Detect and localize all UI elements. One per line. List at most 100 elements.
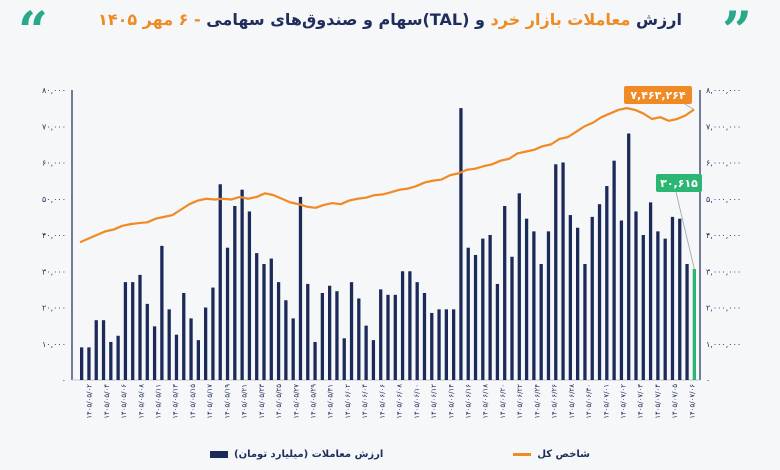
x-tick-label: ۱۴۰۵/۰۵/۱۳ <box>172 384 180 419</box>
bar <box>145 303 149 380</box>
x-tick-label: ۱۴۰۵/۰۵/۰۴ <box>103 384 111 419</box>
x-tick-label: ۱۴۰۵/۰۵/۱۹ <box>223 384 231 419</box>
title-part-4: - ۶ مهر ۱۴۰۵ <box>98 10 207 29</box>
title-part-1: ارزش <box>630 10 682 29</box>
bar <box>532 231 536 380</box>
right-tick-label: ۵,۰۰۰,۰۰۰ <box>706 195 741 204</box>
bar <box>138 274 142 380</box>
index-callout-box <box>624 86 692 104</box>
x-tick-label: ۱۴۰۵/۰۵/۲۱ <box>241 384 249 419</box>
title-part-3: و (TAL)سهام و صندوق‌های سهامی <box>206 10 491 29</box>
bar <box>160 245 164 380</box>
quote-mark-right-icon: ” <box>722 1 752 62</box>
x-tick-label: ۱۴۰۵/۰۵/۱۷ <box>206 384 214 419</box>
bar <box>313 341 317 380</box>
bar <box>605 186 609 380</box>
bar <box>495 283 500 380</box>
x-tick-label: ۱۴۰۵/۰۶/۲۴ <box>533 384 541 419</box>
bar <box>466 247 470 380</box>
bar <box>371 340 376 380</box>
right-tick-label: ۸,۰۰۰,۰۰۰ <box>706 86 741 95</box>
bar <box>444 309 448 380</box>
legend-line: شاخص کل <box>513 449 590 460</box>
bar <box>612 160 616 380</box>
bar <box>459 108 463 380</box>
x-tick-label: ۱۴۰۵/۰۵/۰۶ <box>120 384 128 419</box>
bar-callout-label: ۳۰,۶۱۵ <box>660 177 698 190</box>
left-tick-label: ۷۰,۰۰۰ <box>42 122 66 131</box>
bar <box>634 211 638 380</box>
bar <box>262 264 266 380</box>
bar <box>306 283 310 380</box>
bar <box>546 231 551 380</box>
bar <box>123 282 128 380</box>
x-tick-label: ۱۴۰۵/۰۷/۰۳ <box>637 384 645 419</box>
bar <box>400 271 405 380</box>
x-tick-label: ۱۴۰۵/۰۵/۱۵ <box>189 384 197 419</box>
x-tick-label: ۱۴۰۵/۰۶/۲۸ <box>568 384 576 419</box>
bar <box>328 285 332 380</box>
bar <box>116 335 120 380</box>
right-tick-label: ۱,۰۰۰,۰۰۰ <box>706 340 741 349</box>
legend-line-swatch <box>513 453 532 456</box>
x-tick-label: ۱۴۰۵/۰۶/۰۴ <box>361 384 369 419</box>
bar <box>583 264 587 380</box>
bar <box>379 289 383 380</box>
x-tick-label: ۱۴۰۵/۰۷/۰۲ <box>620 384 628 419</box>
bar <box>204 307 208 380</box>
x-tick-label: ۱۴۰۵/۰۶/۱۸ <box>482 384 490 419</box>
bar <box>386 294 390 380</box>
bar <box>481 238 485 380</box>
bar <box>174 334 179 380</box>
x-tick-label: ۱۴۰۵/۰۷/۰۵ <box>671 384 679 419</box>
x-tick-label: ۱۴۰۵/۰۶/۰۸ <box>396 384 404 419</box>
right-tick-label: ۴,۰۰۰,۰۰۰ <box>706 231 741 240</box>
bar <box>291 318 295 380</box>
left-tick-label: ۵۰,۰۰۰ <box>42 195 66 204</box>
x-tick-label: ۱۴۰۵/۰۷/۰۴ <box>654 384 662 419</box>
bar-callout-line <box>675 191 695 270</box>
quote-mark-left-icon: “ <box>18 1 48 62</box>
bar <box>641 235 645 380</box>
x-tick-label: ۱۴۰۵/۰۵/۱۱ <box>155 384 163 419</box>
bar <box>211 287 215 380</box>
bar <box>342 338 346 380</box>
bar <box>517 193 521 380</box>
left-tick-label: ۸۰,۰۰۰ <box>42 86 66 95</box>
x-tick-label: ۱۴۰۵/۰۶/۱۶ <box>465 384 473 419</box>
bar <box>648 202 653 380</box>
bar <box>182 293 186 380</box>
bar <box>247 211 252 380</box>
x-tick-label: ۱۴۰۵/۰۶/۲۰ <box>499 384 507 419</box>
x-tick-label: ۱۴۰۵/۰۷/۰۱ <box>602 384 610 419</box>
left-tick-label: ۳۰,۰۰۰ <box>42 267 66 276</box>
x-tick-label: ۱۴۰۵/۰۶/۳۰ <box>585 384 593 419</box>
right-tick-label: ۶,۰۰۰,۰۰۰ <box>706 159 741 168</box>
title-part-2: معاملات بازار خرد <box>490 10 631 29</box>
bar <box>488 235 492 380</box>
bar <box>576 227 580 380</box>
bar <box>101 320 106 380</box>
legend-line-label: شاخص کل <box>537 449 590 460</box>
bar <box>670 216 675 380</box>
x-tick-label: ۱۴۰۵/۰۵/۲۵ <box>275 384 283 419</box>
bar <box>452 309 456 380</box>
x-tick-label: ۱۴۰۵/۰۶/۱۰ <box>413 384 421 419</box>
bar <box>539 264 543 380</box>
bar <box>554 164 558 380</box>
bar <box>627 133 631 380</box>
x-tick-label: ۱۴۰۵/۰۶/۲۶ <box>551 384 559 419</box>
x-tick-label: ۱۴۰۵/۰۶/۲۲ <box>516 384 524 419</box>
x-tick-label: ۱۴۰۵/۰۶/۰۶ <box>378 384 386 419</box>
left-tick-label: ۰ <box>62 376 66 385</box>
legend-bars-label: ارزش معاملات (میلیارد تومان) <box>234 449 384 460</box>
bar <box>685 264 689 380</box>
x-tick-label: ۱۴۰۵/۰۵/۲۷ <box>292 384 300 419</box>
left-tick-label: ۲۰,۰۰۰ <box>42 304 66 313</box>
bar <box>131 282 135 380</box>
left-tick-label: ۴۰,۰۰۰ <box>42 231 66 240</box>
bar <box>80 347 84 380</box>
bar <box>393 294 397 380</box>
bar <box>298 196 303 380</box>
